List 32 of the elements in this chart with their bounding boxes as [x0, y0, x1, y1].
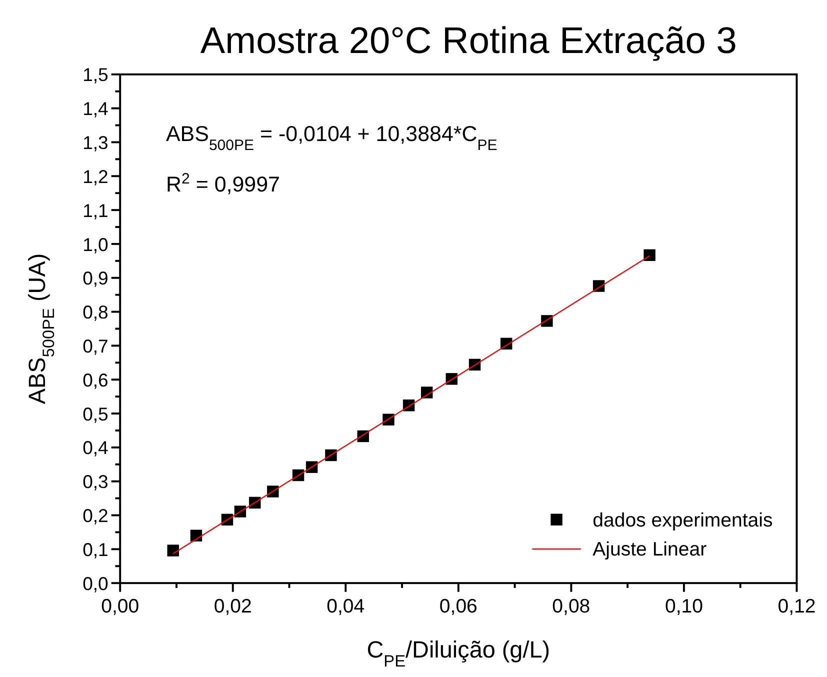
legend-label: Ajuste Linear: [592, 538, 708, 561]
x-tick-label: 0,10: [664, 595, 704, 618]
point: [167, 544, 179, 556]
y-tick-label: 0,9: [82, 268, 108, 289]
y-tick-label: 0,1: [82, 539, 108, 560]
x-tick-label: 0,08: [552, 595, 590, 618]
y-tick-label: 0,7: [82, 336, 108, 357]
y-tick-label: 1,2: [82, 166, 108, 187]
y-tick-label: 0,8: [82, 302, 108, 323]
x-tick-label: 0,00: [101, 595, 140, 618]
annotation: ABS$_{500PE}$ = -0,0104 + 10,3884*C$_{PE}$: [166, 122, 498, 154]
y-tick-label: 0,5: [82, 403, 108, 424]
y-tick-label: 0,6: [82, 369, 108, 390]
y-tick-label: 0,3: [82, 471, 108, 492]
y-tick-label: 1,1: [82, 200, 108, 221]
x-tick-label: 0,12: [778, 595, 816, 618]
x-tick-label: 0,06: [439, 595, 478, 618]
y-tick-label: 0,2: [82, 505, 108, 526]
x-axis-title: C$_{PE}$/Diluição (g/L): [366, 636, 550, 670]
y-tick-label: 1,5: [82, 64, 108, 86]
y-tick-label: 0,0: [82, 572, 108, 594]
annotation: R$^{2}$ = 0,9997: [166, 170, 280, 197]
y-tick-label: 1,0: [82, 234, 108, 255]
point: [644, 249, 656, 262]
y-tick-label: 1,4: [82, 98, 108, 120]
x-tick-label: 0,02: [214, 595, 252, 618]
legend-label: dados experimentais: [592, 509, 773, 532]
point: [190, 530, 202, 542]
y-tick-label: 0,4: [82, 437, 108, 458]
chart-title: Amostra 20°C Rotina Extração 3: [200, 18, 737, 61]
y-tick-label: 1,3: [82, 132, 108, 154]
x-tick-label: 0,04: [326, 595, 365, 618]
